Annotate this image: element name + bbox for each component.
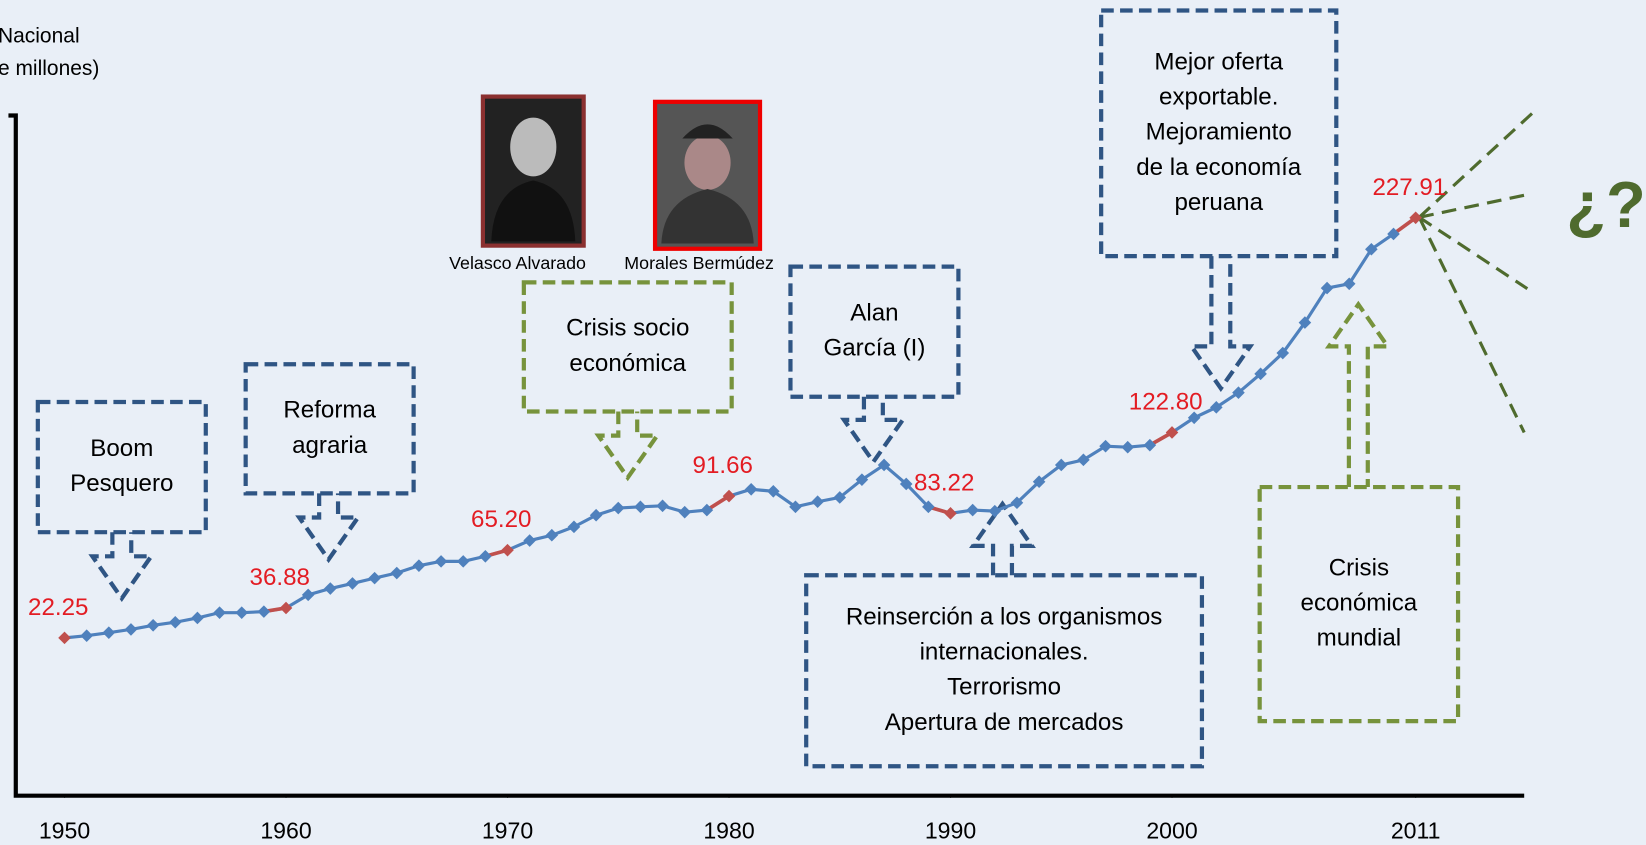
x-tick-label: 1970: [482, 817, 533, 843]
data-label: 122.80: [1129, 388, 1203, 415]
x-tick-label: 1950: [39, 817, 90, 843]
data-label: 91.66: [693, 452, 753, 479]
x-tick-label: 2000: [1146, 817, 1197, 843]
x-tick-label: 1990: [925, 817, 976, 843]
annotation-text: Pesquero: [70, 470, 173, 497]
data-label: 83.22: [914, 469, 974, 496]
annotation-text: Reinserción a los organismos: [846, 603, 1162, 630]
annotation-text: Apertura de mercados: [885, 709, 1124, 736]
photo-caption: Velasco Alvarado: [449, 253, 586, 273]
x-tick-label: 1980: [703, 817, 754, 843]
annotation-text: Boom: [90, 435, 153, 462]
annotation-text: Crisis socio: [566, 315, 689, 342]
annotation-text: mundial: [1317, 625, 1402, 652]
photo-caption: Morales Bermúdez: [624, 253, 774, 273]
x-tick-label: 1960: [260, 817, 311, 843]
data-label: 65.20: [471, 506, 531, 533]
x-tick-label: 2011: [1391, 817, 1441, 843]
annotation-text: Mejoramiento: [1146, 119, 1292, 146]
annotation-text: Mejor oferta: [1154, 48, 1283, 75]
annotation-text: peruana: [1174, 189, 1263, 216]
data-label: 227.91: [1372, 174, 1446, 201]
chart: Nacional e millones) Velasco Alvarado Mo…: [0, 0, 1646, 845]
annotation-text: de la economía: [1136, 154, 1302, 181]
data-label: 36.88: [250, 564, 310, 591]
photo: [483, 97, 584, 246]
question-mark: ¿?: [1566, 168, 1646, 241]
data-label: 22.25: [28, 594, 88, 621]
annotation-text: Alan: [850, 299, 898, 326]
annotation-text: Crisis: [1329, 554, 1389, 581]
photo: [655, 102, 760, 249]
annotation-text: García (I): [823, 335, 925, 362]
annotation-text: económica: [569, 350, 686, 377]
y-axis-label: e millones): [0, 57, 99, 80]
annotation-text: Terrorismo: [947, 674, 1061, 701]
y-axis-label: Nacional: [0, 24, 80, 47]
annotation-text: agraria: [292, 432, 368, 459]
annotation-text: internacionales.: [920, 639, 1089, 666]
annotation-text: económica: [1301, 589, 1418, 616]
annotation-text: Reforma: [283, 397, 376, 424]
annotation-text: exportable.: [1159, 84, 1278, 111]
